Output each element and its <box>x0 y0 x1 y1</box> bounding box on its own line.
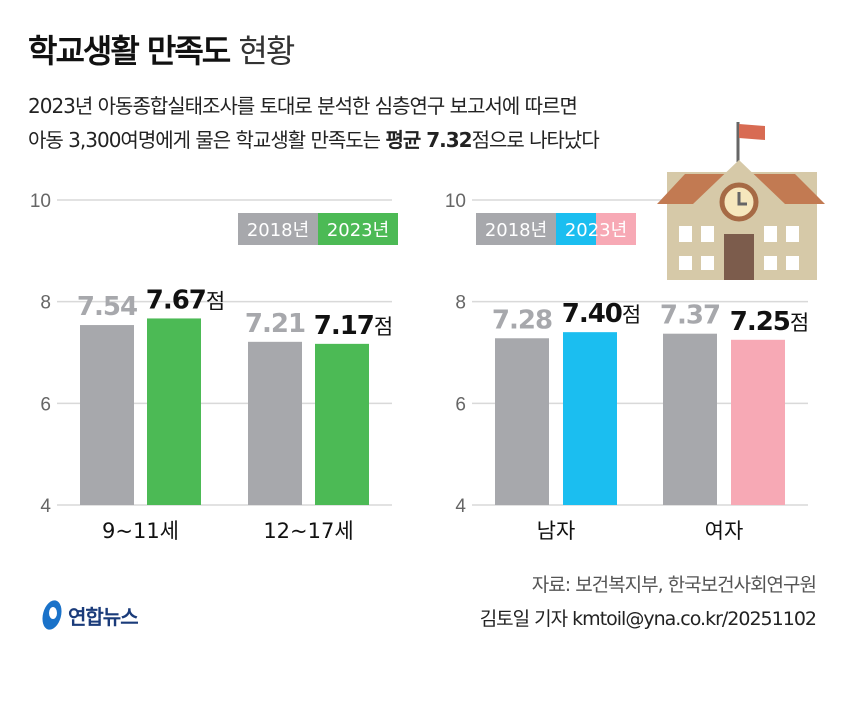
unit-label: 점 <box>206 289 224 313</box>
category-label: 12~17세 <box>263 519 353 543</box>
y-tick-label: 8 <box>40 293 51 314</box>
value-label-2023: 7.67점 <box>146 285 224 315</box>
value-label-2018: 7.37 <box>660 301 720 331</box>
y-tick-label: 10 <box>30 191 51 212</box>
title-light: 현황 <box>238 32 295 70</box>
legend-swatch-2023-boys <box>556 213 598 245</box>
logo-text: 연합뉴스 <box>68 604 139 629</box>
legend-label-2018: 2018년 <box>247 220 309 241</box>
title-bold: 학교생활 만족도 <box>28 32 231 70</box>
legend-swatch-2023-girls <box>596 213 636 245</box>
legend-swatch-2018 <box>476 213 556 245</box>
bar-2018 <box>663 333 717 505</box>
value-label-2023: 7.17점 <box>314 311 392 341</box>
subtitle-average: 평균 7.32 <box>385 128 472 152</box>
legend-swatch-2018 <box>238 213 318 245</box>
y-tick-label: 6 <box>455 394 466 415</box>
source: 자료: 보건복지부, 한국보건사회연구원 <box>531 574 817 596</box>
value-label-2018: 7.54 <box>77 292 137 322</box>
value-label-2023: 7.25점 <box>730 307 808 337</box>
credit: 김토일 기자 kmtoil@yna.co.kr/20251102 <box>479 608 817 630</box>
page-title: 학교생활 만족도 현황 <box>28 26 295 72</box>
category-label: 9~11세 <box>102 519 179 543</box>
subtitle-text: 아동 3,300여명에게 물은 학교생활 만족도는 <box>28 128 386 152</box>
legend-label-2023: 2023년 <box>565 220 627 241</box>
y-tick-label: 10 <box>445 191 466 212</box>
value-label-2023: 7.40점 <box>562 299 640 329</box>
y-tick-label: 4 <box>40 496 51 517</box>
subtitle-line2: 아동 3,300여명에게 물은 학교생활 만족도는 평균 7.32점으로 나타났… <box>28 124 600 153</box>
yonhap-logo-icon <box>42 600 62 630</box>
unit-label: 점 <box>374 315 392 339</box>
legend-label-2018: 2018년 <box>485 220 547 241</box>
category-label: 여자 <box>705 519 744 543</box>
unit-label: 점 <box>622 303 640 327</box>
bar-2023 <box>315 343 369 505</box>
school-building-icon <box>657 122 825 280</box>
y-tick-label: 4 <box>455 496 466 517</box>
yonhap-logo: 연합뉴스 <box>40 598 139 632</box>
legend-label-2023: 2023년 <box>327 220 389 241</box>
subtitle-text-end: 점으로 나타났다 <box>471 128 600 152</box>
y-tick-label: 8 <box>455 293 466 314</box>
legend-swatch-2023 <box>318 213 398 245</box>
bar-2023 <box>731 339 785 505</box>
bar-2023 <box>563 332 617 505</box>
value-label-2018: 7.28 <box>492 305 552 335</box>
value-label-2018: 7.21 <box>245 309 305 339</box>
unit-label: 점 <box>790 311 808 335</box>
subtitle-line1: 2023년 아동종합실태조사를 토대로 분석한 심층연구 보고서에 따르면 <box>28 94 578 118</box>
bar-2018 <box>495 338 549 505</box>
bar-2023 <box>147 318 201 505</box>
category-label: 남자 <box>537 519 576 543</box>
bar-2018 <box>80 325 134 505</box>
y-tick-label: 6 <box>40 394 51 415</box>
bar-2018 <box>248 341 302 505</box>
